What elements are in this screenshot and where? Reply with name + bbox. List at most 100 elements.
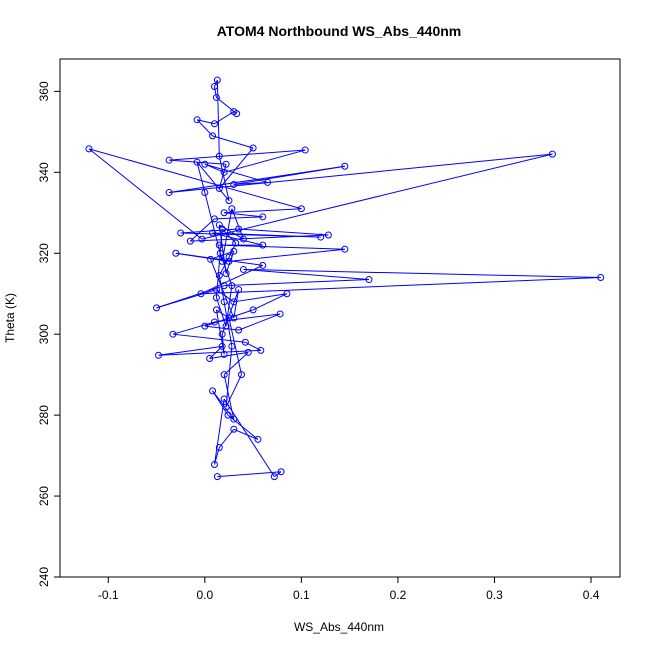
data-point bbox=[233, 110, 241, 118]
data-point bbox=[225, 257, 233, 265]
series-segment bbox=[238, 228, 329, 236]
data-point bbox=[210, 83, 218, 91]
data-point bbox=[235, 225, 243, 233]
data-point bbox=[222, 269, 230, 277]
series-segment bbox=[156, 285, 225, 309]
x-axis: -0.1 0.0 0.1 0.2 0.3 0.4 bbox=[98, 576, 600, 602]
series-segment bbox=[216, 97, 238, 115]
series-segment bbox=[243, 268, 370, 281]
series-segment bbox=[172, 333, 246, 343]
data-point bbox=[230, 425, 238, 433]
data-point bbox=[172, 249, 180, 257]
series-segment bbox=[190, 218, 215, 242]
data-point bbox=[210, 460, 218, 468]
data-point bbox=[218, 257, 226, 265]
data-point bbox=[276, 310, 284, 318]
series-segment bbox=[274, 471, 282, 478]
data-point bbox=[218, 330, 226, 338]
series-segment bbox=[200, 277, 601, 295]
data-point bbox=[153, 304, 161, 312]
y-tick-label: 240 bbox=[37, 567, 51, 587]
data-point bbox=[218, 225, 226, 233]
data-point bbox=[241, 338, 249, 346]
data-point bbox=[225, 253, 233, 261]
data-point bbox=[213, 76, 221, 84]
series-segment bbox=[214, 111, 235, 125]
data-point bbox=[249, 144, 257, 152]
x-tick-label: 0.0 bbox=[196, 588, 213, 602]
series-segment bbox=[223, 374, 235, 420]
series-segment bbox=[233, 428, 259, 440]
data-point bbox=[548, 150, 556, 158]
series-segment bbox=[215, 297, 227, 327]
series-segment bbox=[227, 414, 259, 440]
data-point bbox=[218, 342, 226, 350]
series-segment bbox=[219, 244, 345, 250]
series-segment bbox=[196, 161, 230, 201]
data-point bbox=[257, 346, 265, 354]
series-segment bbox=[204, 192, 223, 262]
data-point bbox=[210, 215, 218, 223]
y-tick-label: 320 bbox=[37, 243, 51, 263]
data-point bbox=[228, 342, 236, 350]
x-tick-label: 0.2 bbox=[390, 588, 407, 602]
data-point bbox=[222, 160, 230, 168]
series-segment bbox=[88, 148, 203, 240]
x-tick-label: -0.1 bbox=[98, 588, 119, 602]
series-segment bbox=[221, 208, 233, 262]
series-segment bbox=[204, 325, 239, 331]
data-point bbox=[230, 314, 238, 322]
series-points bbox=[85, 76, 605, 481]
data-point bbox=[165, 189, 173, 197]
series-lines bbox=[88, 79, 601, 478]
data-point bbox=[301, 146, 309, 154]
data-point bbox=[210, 120, 218, 128]
data-point bbox=[215, 272, 223, 280]
series-segment bbox=[158, 349, 261, 356]
data-point bbox=[220, 395, 228, 403]
x-tick-label: 0.4 bbox=[583, 588, 600, 602]
series-segment bbox=[175, 252, 230, 262]
series-segment bbox=[243, 268, 601, 279]
data-point bbox=[239, 265, 247, 273]
series-segment bbox=[212, 390, 235, 420]
data-point bbox=[230, 415, 238, 423]
series-segment bbox=[231, 208, 244, 240]
data-point bbox=[230, 180, 238, 188]
series-segment bbox=[225, 251, 235, 274]
data-point bbox=[220, 371, 228, 379]
series-segment bbox=[219, 224, 244, 240]
data-point bbox=[235, 326, 243, 334]
data-point bbox=[216, 249, 224, 257]
data-point bbox=[201, 322, 209, 330]
data-point bbox=[239, 235, 247, 243]
series-segment bbox=[216, 80, 220, 157]
series-segment bbox=[218, 164, 227, 189]
data-point bbox=[249, 306, 257, 314]
y-tick-label: 280 bbox=[37, 405, 51, 425]
series-segment bbox=[223, 352, 249, 376]
series-segment bbox=[190, 234, 329, 242]
data-point bbox=[232, 239, 240, 247]
series-segment bbox=[224, 149, 306, 173]
data-point bbox=[212, 306, 220, 314]
data-point bbox=[225, 197, 233, 205]
data-point bbox=[324, 231, 332, 239]
data-point bbox=[212, 286, 220, 294]
data-point bbox=[259, 213, 267, 221]
y-tick-label: 340 bbox=[37, 162, 51, 182]
data-point bbox=[244, 348, 252, 356]
series-segment bbox=[213, 86, 217, 98]
data-point bbox=[283, 290, 291, 298]
series-segment bbox=[215, 228, 223, 298]
data-point bbox=[85, 145, 93, 153]
series-segment bbox=[218, 428, 235, 448]
series-segment bbox=[233, 181, 268, 185]
data-point bbox=[228, 282, 236, 290]
y-tick-label: 300 bbox=[37, 324, 51, 344]
data-point bbox=[220, 209, 228, 217]
series-segment bbox=[225, 346, 233, 408]
data-point bbox=[220, 282, 228, 290]
data-point bbox=[230, 247, 238, 255]
